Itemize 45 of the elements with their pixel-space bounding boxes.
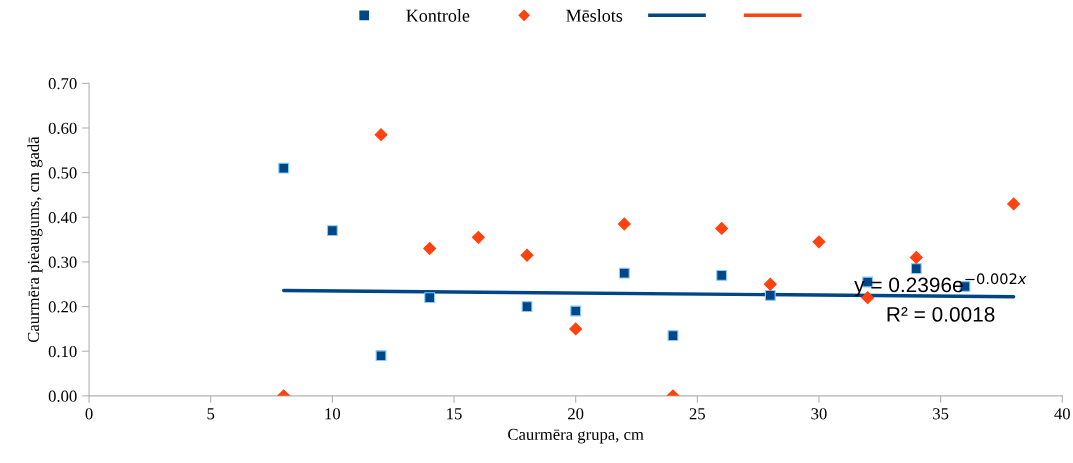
annotation: y = 0.2396e$^{−0.002x}$ xyxy=(854,273,1027,297)
x-tick-label: 35 xyxy=(933,408,949,420)
legend-label: Kontrole xyxy=(406,9,470,22)
point xyxy=(424,292,436,304)
x-tick-label: 20 xyxy=(568,408,584,420)
point xyxy=(423,242,437,255)
y-tick-label: 0.20 xyxy=(48,301,77,313)
x-tick-label: 0 xyxy=(85,408,93,420)
annotation: R² = 0.0018 xyxy=(887,307,995,322)
point xyxy=(375,350,387,362)
point xyxy=(617,217,631,231)
y-tick-label: 0.40 xyxy=(48,211,77,224)
point xyxy=(1007,197,1021,211)
legend-label: Mēslots xyxy=(566,9,623,22)
y-tick-label: 0.30 xyxy=(48,256,77,268)
point xyxy=(471,230,485,244)
point xyxy=(764,289,776,301)
x-tick-label: 40 xyxy=(1054,408,1070,420)
y-tick-label: 0.70 xyxy=(48,78,77,90)
point xyxy=(521,301,533,312)
point xyxy=(278,162,290,174)
point xyxy=(374,128,388,142)
point xyxy=(715,221,729,235)
x-axis-title: Caurmēra grupa, cm xyxy=(508,428,644,444)
x-tick-label: 15 xyxy=(447,408,462,420)
y-tick-label: 0.00 xyxy=(48,390,77,402)
point xyxy=(910,263,922,275)
point xyxy=(909,251,923,264)
x-tick-label: 10 xyxy=(325,408,341,420)
point xyxy=(812,235,826,249)
point xyxy=(667,330,679,342)
point xyxy=(570,305,582,317)
x-tick-label: 5 xyxy=(207,408,215,420)
y-tick-label: 0.10 xyxy=(48,345,77,358)
y-tick-label: 0.50 xyxy=(48,167,77,179)
y-tick-label: 0.60 xyxy=(48,122,77,135)
point xyxy=(569,322,583,336)
x-tick-label: 30 xyxy=(811,408,827,420)
point xyxy=(716,269,728,281)
point xyxy=(326,225,338,237)
point xyxy=(618,267,630,279)
point xyxy=(520,248,534,262)
y-axis-title: Caurmēra pieaugums, cm gadā xyxy=(27,136,43,343)
point xyxy=(763,277,777,291)
x-tick-label: 25 xyxy=(689,408,705,420)
